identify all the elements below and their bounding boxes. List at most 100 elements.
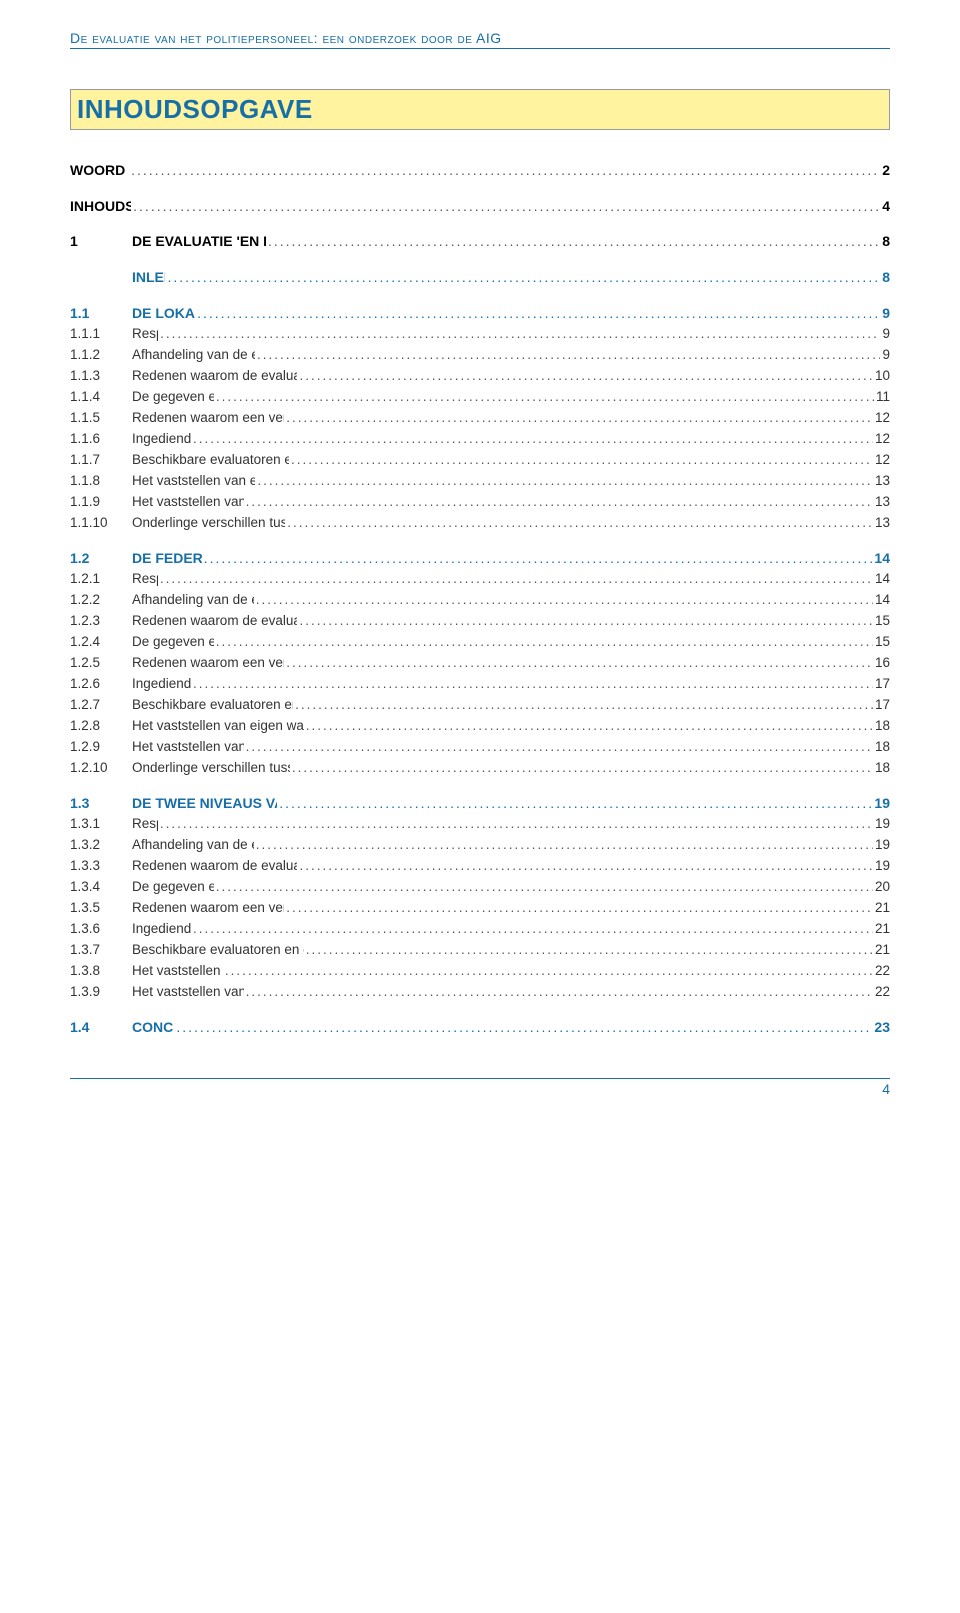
toc-entry-page: 13 (875, 513, 890, 534)
toc-leader-dots (133, 196, 880, 218)
toc-leader-dots (286, 653, 873, 674)
toc-leader-dots (257, 471, 873, 492)
toc-entry[interactable]: 1.2.7Beschikbare evaluatoren en evaluati… (70, 695, 890, 716)
toc-entry[interactable]: 1.2.3Redenen waarom de evaluaties nog ni… (70, 611, 890, 632)
toc-entry[interactable]: 1.2.4De gegeven eindvermeldingen15 (70, 632, 890, 653)
toc-entry[interactable]: 1.1.5Redenen waarom een vermelding "onvo… (70, 408, 890, 429)
toc-entry[interactable]: 1.2.1Respons14 (70, 569, 890, 590)
toc-entry-label: DE LOKALE POLITIE (132, 303, 195, 325)
toc-entry-label: Respons (132, 814, 158, 835)
toc-entry-number: 1.2.2 (70, 590, 132, 611)
toc-entry-label: De gegeven eindvermeldingen (132, 387, 214, 408)
toc-entry-number: 1.1.7 (70, 450, 132, 471)
page-title: INHOUDSOPGAVE (70, 89, 890, 130)
toc-entry-page: 15 (875, 611, 890, 632)
toc-entry-label: Redenen waarom de evaluaties nog niet of… (132, 611, 297, 632)
toc-entry-page: 21 (875, 898, 890, 919)
toc-entry-number: 1.3.4 (70, 877, 132, 898)
toc-entry[interactable]: 1.3.1Respons19 (70, 814, 890, 835)
toc-entry[interactable]: 1.2DE FEDERALE POLITIE14 (70, 548, 890, 570)
toc-entry-page: 19 (875, 856, 890, 877)
toc-entry-label: Afhandeling van de eerste evaluaties 'en… (132, 590, 254, 611)
toc-entry-number: 1.2.7 (70, 695, 132, 716)
toc-entry-number: 1.1.3 (70, 366, 132, 387)
toc-leader-dots (167, 267, 880, 289)
toc-entry[interactable]: 1.1.7Beschikbare evaluatoren en evaluati… (70, 450, 890, 471)
toc-leader-dots (295, 695, 873, 716)
toc-entry[interactable]: 1.3.6Ingediende beroepen21 (70, 919, 890, 940)
toc-entry-page: 10 (875, 366, 890, 387)
toc-entry-number: 1.1.8 (70, 471, 132, 492)
toc-entry[interactable]: 1.1.4De gegeven eindvermeldingen11 (70, 387, 890, 408)
toc-leader-dots (279, 793, 872, 815)
toc-entry-label: Onderlinge verschillen tussen de zones n… (132, 513, 285, 534)
toc-entry-label: DE EVALUATIE 'EN RÉGIME': STAND VAN ZAKE… (132, 231, 266, 253)
toc-entry-label: Afhandeling van de eerste evaluaties 'en… (132, 345, 255, 366)
toc-entry[interactable]: 1.2.6Ingediende beroepen17 (70, 674, 890, 695)
toc-entry-number: 1.1.5 (70, 408, 132, 429)
toc-leader-dots (176, 1017, 872, 1039)
toc-entry-label: Afhandeling van de eerste evaluaties 'en… (132, 835, 254, 856)
toc-entry[interactable]: 1.3.9Het vaststellen van specifieke comp… (70, 982, 890, 1003)
toc-entry-label: INHOUDSOPGAVE (70, 196, 131, 218)
toc-entry-page: 19 (874, 793, 890, 815)
toc-entry-number: 1 (70, 231, 132, 253)
toc-entry[interactable]: 1.1.2Afhandeling van de eerste evaluatie… (70, 345, 890, 366)
toc-entry[interactable]: 1.3.4De gegeven eindvermeldingen20 (70, 877, 890, 898)
toc-entry-label: Het vaststellen van specifieke competent… (132, 492, 244, 513)
toc-entry[interactable]: INLEIDING8 (70, 267, 890, 289)
toc-entry-label: Beschikbare evaluatoren en evaluatieadvi… (132, 450, 289, 471)
toc-entry[interactable]: 1.3DE TWEE NIVEAUS VAN DE GEÏNTEGREERDE … (70, 793, 890, 815)
toc-entry-label: Respons (132, 569, 158, 590)
toc-entry-page: 18 (875, 758, 890, 779)
toc-entry[interactable]: 1.1.3Redenen waarom de evaluaties nog ni… (70, 366, 890, 387)
toc-leader-dots (286, 408, 873, 429)
toc-entry-label: Het vaststellen van eigen waarden voor d… (132, 471, 255, 492)
toc-entry-label: Het vaststellen van specifieke competent… (132, 982, 244, 1003)
toc-entry-page: 20 (875, 877, 890, 898)
toc-leader-dots (193, 919, 873, 940)
toc-entry-page: 13 (875, 492, 890, 513)
toc-entry[interactable]: 1.3.7Beschikbare evaluatoren en evaluati… (70, 940, 890, 961)
toc-entry[interactable]: 1.1.1Respons9 (70, 324, 890, 345)
toc-entry[interactable]: INHOUDSOPGAVE4 (70, 196, 890, 218)
toc-leader-dots (216, 877, 873, 898)
toc-entry-number: 1.1.10 (70, 513, 132, 534)
toc-entry[interactable]: 1.4CONCLUSIES23 (70, 1017, 890, 1039)
toc-leader-dots (256, 590, 873, 611)
toc-entry-number: 1.3 (70, 793, 132, 815)
toc-leader-dots (246, 982, 873, 1003)
toc-entry[interactable]: 1.1.9Het vaststellen van specifieke comp… (70, 492, 890, 513)
toc-entry[interactable]: 1.1.6Ingediende beroepen12 (70, 429, 890, 450)
toc-entry-page: 8 (882, 231, 890, 253)
toc-entry[interactable]: 1.1.10Onderlinge verschillen tussen de z… (70, 513, 890, 534)
toc-entry[interactable]: WOORD VOORAF2 (70, 160, 890, 182)
toc-entry-number: 1.2.10 (70, 758, 132, 779)
running-header: De evaluatie van het politiepersoneel: e… (70, 30, 890, 49)
toc-entry[interactable]: 1.3.2Afhandeling van de eerste evaluatie… (70, 835, 890, 856)
toc-entry[interactable]: 1DE EVALUATIE 'EN RÉGIME': STAND VAN ZAK… (70, 231, 890, 253)
toc-entry-page: 22 (875, 982, 890, 1003)
toc-leader-dots (287, 513, 873, 534)
toc-leader-dots (299, 611, 873, 632)
toc-leader-dots (286, 898, 873, 919)
toc-leader-dots (299, 856, 873, 877)
toc-entry-page: 9 (882, 324, 890, 345)
toc-entry[interactable]: 1.2.10Onderlinge verschillen tussen de d… (70, 758, 890, 779)
toc-entry-number: 1.2.3 (70, 611, 132, 632)
toc-entry[interactable]: 1.3.5Redenen waarom een vermelding "onvo… (70, 898, 890, 919)
toc-entry[interactable]: 1.2.2Afhandeling van de eerste evaluatie… (70, 590, 890, 611)
toc-entry-page: 18 (875, 737, 890, 758)
toc-entry-number: 1.2.5 (70, 653, 132, 674)
toc-entry-number: 1.1 (70, 303, 132, 325)
toc-entry[interactable]: 1.2.8Het vaststellen van eigen waarden v… (70, 716, 890, 737)
toc-entry[interactable]: 1.1.8Het vaststellen van eigen waarden v… (70, 471, 890, 492)
toc-entry-page: 23 (874, 1017, 890, 1039)
toc-entry-page: 15 (875, 632, 890, 653)
toc-entry[interactable]: 1.2.9Het vaststellen van specifieke comp… (70, 737, 890, 758)
toc-entry[interactable]: 1.3.8Het vaststellen van eigen waarden22 (70, 961, 890, 982)
toc-entry[interactable]: 1.3.3Redenen waarom de evaluaties nog ni… (70, 856, 890, 877)
toc-entry[interactable]: 1.2.5Redenen waarom een vermelding "onvo… (70, 653, 890, 674)
toc-entry-number: 1.1.2 (70, 345, 132, 366)
toc-entry[interactable]: 1.1DE LOKALE POLITIE9 (70, 303, 890, 325)
